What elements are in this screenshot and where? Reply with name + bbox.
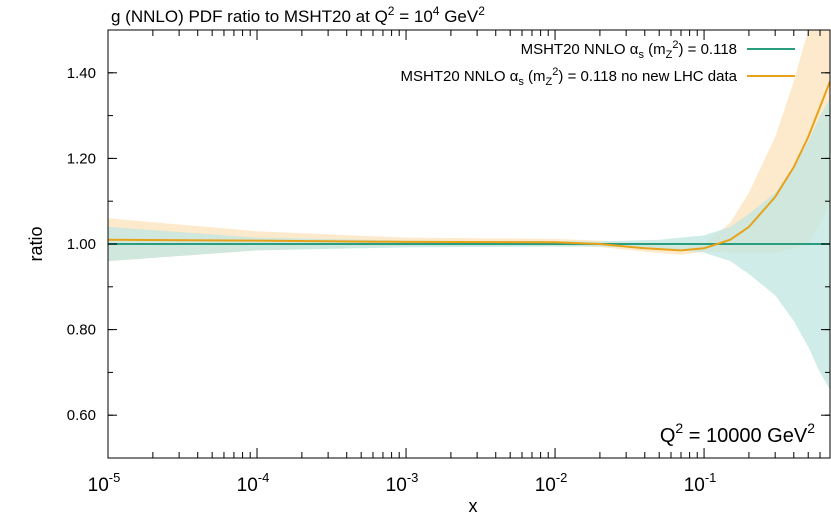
legend-entry-1: MSHT20 NNLO αs (mZ2) = 0.118 [521, 39, 795, 61]
chart-title: g (NNLO) PDF ratio to MSHT20 at Q2 = 104… [111, 4, 485, 26]
q2-annotation: Q2 = 10000 GeV2 [660, 420, 815, 447]
series-lines [108, 81, 830, 252]
y-tick-label: 1.00 [67, 236, 96, 253]
x-tick-label: 10-2 [535, 470, 568, 496]
x-tick-label: 10-1 [684, 470, 717, 496]
y-tick-label: 1.20 [67, 150, 96, 167]
y-tick-label: 0.80 [67, 322, 96, 339]
legend: MSHT20 NNLO αs (mZ2) = 0.118 MSHT20 NNLO… [401, 39, 795, 88]
uncertainty-bands [108, 30, 830, 390]
legend-entry-2: MSHT20 NNLO αs (mZ2) = 0.118 no new LHC … [401, 66, 795, 88]
y-tick-label: 0.60 [67, 407, 96, 424]
x-tick-label: 10-5 [88, 470, 121, 496]
y-tick-label: 1.40 [67, 65, 96, 82]
y-axis: 0.60 0.80 1.00 1.20 1.40 [67, 29, 830, 459]
x-tick-label: 10-4 [237, 470, 270, 496]
x-axis: 10-5 10-4 10-3 10-2 10-1 [88, 30, 821, 496]
x-axis-label: x [469, 496, 478, 516]
y-axis-label: ratio [26, 226, 46, 261]
band-series-2 [108, 30, 830, 262]
x-tick-label: 10-3 [386, 470, 419, 496]
line-series-2 [108, 81, 830, 252]
legend-label-1: MSHT20 NNLO αs (mZ2) = 0.118 [521, 39, 737, 61]
legend-label-2: MSHT20 NNLO αs (mZ2) = 0.118 no new LHC … [401, 66, 738, 88]
